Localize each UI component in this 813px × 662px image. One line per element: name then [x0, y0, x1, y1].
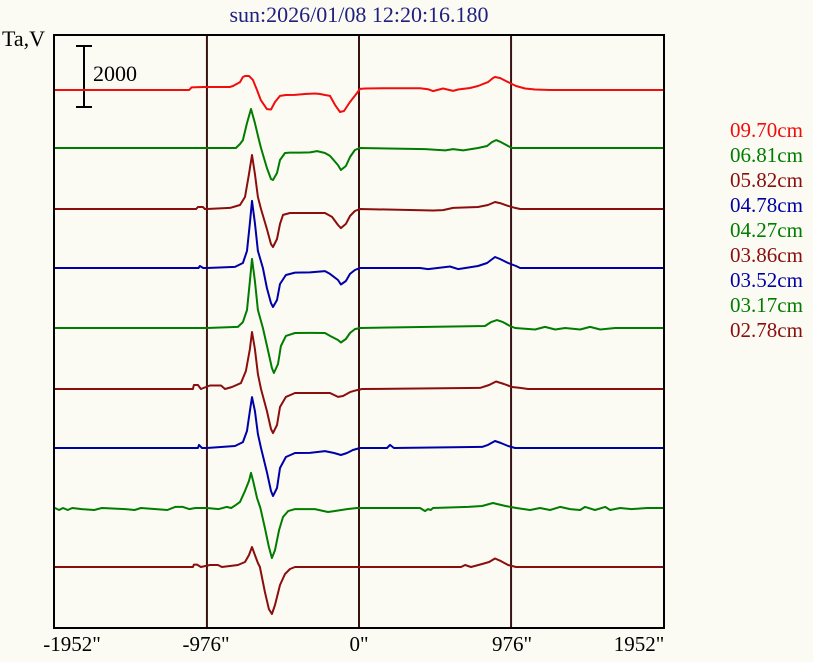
wavelength-label: 02.78cm: [730, 318, 803, 342]
plot-border: [53, 34, 665, 629]
wavelength-label: 03.17cm: [730, 293, 803, 317]
wavelength-label: 09.70cm: [730, 118, 803, 142]
wavelength-label: 03.52cm: [730, 268, 803, 292]
x-tick-label: 0": [349, 632, 369, 656]
trace-05.82cm: [53, 154, 665, 248]
x-tick-label: 976": [491, 632, 533, 656]
trace-03.17cm: [53, 471, 665, 559]
trace-03.52cm: [53, 396, 665, 497]
trace-02.78cm: [53, 546, 665, 615]
wavelength-label: 03.86cm: [730, 243, 803, 267]
x-tick-label: -1952": [43, 632, 101, 656]
trace-03.86cm: [53, 331, 665, 435]
x-tick-label: 1952": [613, 632, 665, 656]
trace-04.78cm: [53, 199, 665, 308]
trace-04.27cm: [53, 257, 665, 374]
x-tick-label: -976": [182, 632, 230, 656]
scale-bar-value-label: 2000: [93, 61, 137, 86]
wavelength-label: 04.27cm: [730, 218, 803, 242]
trace-06.81cm: [53, 108, 665, 181]
wavelength-label: 05.82cm: [730, 168, 803, 192]
y-axis-label: Ta,V: [2, 26, 46, 51]
plot-title: sun:2026/01/08 12:20:16.180: [229, 2, 489, 27]
wavelength-label: 06.81cm: [730, 143, 803, 167]
wavelength-label: 04.78cm: [730, 193, 803, 217]
trace-09.70cm: [53, 75, 665, 113]
